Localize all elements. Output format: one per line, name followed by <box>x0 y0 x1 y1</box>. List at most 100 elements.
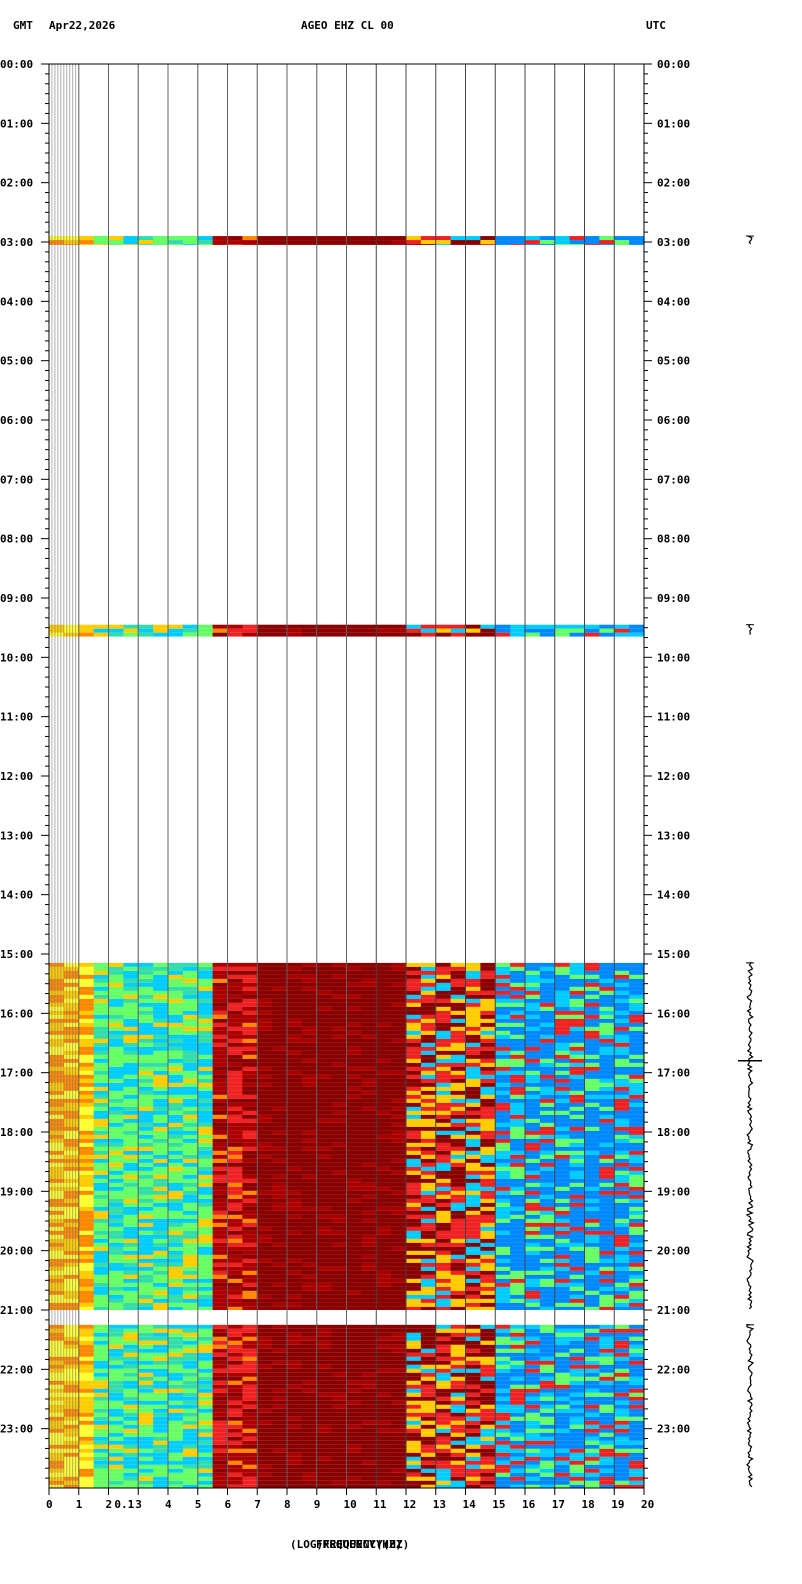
spectrogram-cell <box>123 1054 139 1059</box>
spectrogram-cell <box>108 1030 124 1035</box>
spectrogram-cell <box>346 1014 362 1019</box>
spectrogram-cell <box>361 1234 377 1239</box>
spectrogram-cell <box>168 1266 184 1271</box>
spectrogram-cell <box>287 1238 303 1243</box>
spectrogram-cell <box>420 1364 437 1369</box>
spectrogram-cell <box>197 1038 214 1043</box>
spectrogram-cell <box>435 1336 452 1341</box>
spectrogram-cell <box>361 632 377 637</box>
spectrogram-cell <box>123 1404 139 1409</box>
spectrogram-cell <box>420 962 437 967</box>
spectrogram-cell <box>510 1082 526 1087</box>
spectrogram-cell <box>316 1182 333 1187</box>
spectrogram-cell <box>629 1090 645 1095</box>
spectrogram-cell <box>554 1412 571 1417</box>
spectrogram-cell <box>361 1428 377 1433</box>
spectrogram-cell <box>554 1254 571 1259</box>
spectrogram-cell <box>465 1118 481 1123</box>
spectrogram-cell <box>272 1298 288 1303</box>
spectrogram-cell <box>108 1186 124 1191</box>
spectrogram-cell <box>331 1432 347 1437</box>
spectrogram-cell <box>287 244 303 245</box>
spectrogram-cell <box>406 966 422 971</box>
spectrogram-cell <box>539 628 556 633</box>
spectrogram-cell <box>301 982 318 987</box>
spectrogram-cell <box>182 1332 199 1337</box>
spectrogram-cell <box>584 1336 600 1341</box>
spectrogram-cell <box>78 1270 95 1275</box>
spectrogram-cell <box>242 1166 258 1171</box>
spectrogram-cell <box>495 990 511 995</box>
spectrogram-cell <box>168 1058 184 1063</box>
spectrogram-cell <box>331 1146 347 1151</box>
spectrogram-cell <box>168 1042 184 1047</box>
spectrogram-cell <box>406 1202 422 1207</box>
spectrogram-cell <box>63 1424 80 1429</box>
spectrogram-cell <box>465 1082 481 1087</box>
spectrogram-cell <box>584 1408 600 1413</box>
spectrogram-cell <box>242 1332 258 1337</box>
spectrogram-cell <box>93 632 109 637</box>
spectrogram-cell <box>212 1420 228 1425</box>
spectrogram-cell <box>212 236 228 241</box>
spectrogram-cell <box>361 1206 377 1211</box>
spectrogram-cell <box>599 1010 615 1015</box>
spectrogram-cell <box>361 1324 377 1329</box>
spectrogram-cell <box>450 1034 466 1039</box>
spectrogram-cell <box>539 1026 556 1031</box>
spectrogram-cell <box>406 624 422 629</box>
spectrogram-cell <box>257 1098 273 1103</box>
spectrogram-cell <box>78 1206 95 1211</box>
spectrogram-cell <box>93 1114 109 1119</box>
spectrogram-cell <box>301 1094 318 1099</box>
spectrogram-cell <box>316 1332 333 1337</box>
spectrogram-cell <box>629 1396 645 1401</box>
spectrogram-cell <box>63 1428 80 1433</box>
spectrogram-cell <box>391 1210 407 1215</box>
spectrogram-cell <box>287 1440 303 1445</box>
spectrogram-cell <box>569 1282 585 1287</box>
spectrogram-cell <box>599 1428 615 1433</box>
spectrogram-cell <box>49 966 65 971</box>
spectrogram-cell <box>406 1166 422 1171</box>
spectrogram-cell <box>257 1306 273 1310</box>
spectrogram-cell <box>525 1066 541 1071</box>
spectrogram-cell <box>182 982 199 987</box>
spectrogram-cell <box>480 1436 496 1441</box>
spectrogram-cell <box>599 1058 615 1063</box>
spectrogram-cell <box>450 1340 466 1345</box>
spectrogram-cell <box>272 1332 288 1337</box>
spectrogram-cell <box>212 1210 228 1215</box>
spectrogram-cell <box>510 1238 526 1243</box>
spectrogram-cell <box>287 1162 303 1167</box>
spectrogram-cell <box>287 240 303 245</box>
spectrogram-cell <box>510 990 526 995</box>
spectrogram-cell <box>257 1218 273 1223</box>
spectrogram-cell <box>480 1448 496 1453</box>
spectrogram-cell <box>569 1416 585 1421</box>
spectrogram-cell <box>212 1344 228 1349</box>
spectrogram-cell <box>525 1356 541 1361</box>
spectrogram-cell <box>569 628 585 633</box>
spectrogram-cell <box>584 1034 600 1039</box>
spectrogram-cell <box>346 1238 362 1243</box>
spectrogram-cell <box>450 1416 466 1421</box>
spectrogram-cell <box>78 1324 95 1329</box>
spectrogram-cell <box>525 1146 541 1151</box>
spectrogram-cell <box>331 1400 347 1405</box>
spectrogram-cell <box>301 1110 318 1115</box>
spectrogram-cell <box>108 1392 124 1397</box>
spectrogram-cell <box>123 1380 139 1385</box>
spectrogram-cell <box>287 970 303 975</box>
spectrogram-cell <box>331 1014 347 1019</box>
spectrogram-cell <box>212 1376 228 1381</box>
spectrogram-cell <box>435 998 452 1003</box>
spectrogram-cell <box>272 1210 288 1215</box>
spectrogram-cell <box>212 970 228 975</box>
spectrogram-cell <box>212 1006 228 1011</box>
spectrogram-cell <box>242 1336 258 1341</box>
spectrogram-cell <box>93 1018 109 1023</box>
spectrogram-cell <box>168 1206 184 1211</box>
spectrogram-cell <box>153 1290 169 1295</box>
spectrogram-cell <box>495 1106 511 1111</box>
